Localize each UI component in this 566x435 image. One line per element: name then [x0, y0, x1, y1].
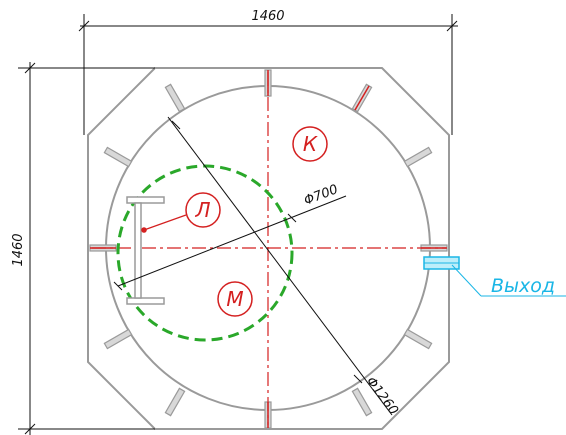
- phi700-label: Φ700: [302, 182, 340, 209]
- support-wnw: [103, 146, 133, 168]
- support-sse: [351, 387, 373, 417]
- support-wsw: [103, 328, 133, 350]
- svg-text:Л: Л: [194, 198, 210, 222]
- phi1260-tick-a: [171, 120, 181, 130]
- exit-leader: [451, 264, 482, 297]
- phi1260-line: [167, 116, 393, 416]
- support-nnw: [164, 83, 186, 113]
- width-dimension: [78, 14, 458, 135]
- support-ese: [403, 328, 433, 350]
- svg-text:К: К: [303, 132, 318, 156]
- octagon-outline: [87, 67, 450, 430]
- inner-circle: [116, 164, 294, 342]
- svg-text:М: М: [226, 287, 243, 311]
- height-label: 1460: [11, 233, 26, 266]
- support-ene: [403, 146, 433, 168]
- height-dimension: [18, 62, 155, 435]
- support-ssw: [164, 387, 186, 417]
- phi1260-tick-b: [353, 374, 363, 384]
- exit-label: Выход: [491, 275, 555, 297]
- ladder-beam: [126, 196, 165, 305]
- zone-k: К: [292, 126, 328, 162]
- axis-lines: [92, 72, 446, 425]
- phi700-tick-a: [113, 281, 123, 291]
- phi700-tick-b: [287, 213, 297, 223]
- exit-pipe: [423, 256, 566, 297]
- zone-l: Л: [141, 192, 221, 233]
- zone-m: М: [217, 281, 253, 317]
- diameter-dimensions: [113, 116, 393, 416]
- phi700-line: [117, 195, 347, 287]
- width-label: 1460: [251, 9, 284, 24]
